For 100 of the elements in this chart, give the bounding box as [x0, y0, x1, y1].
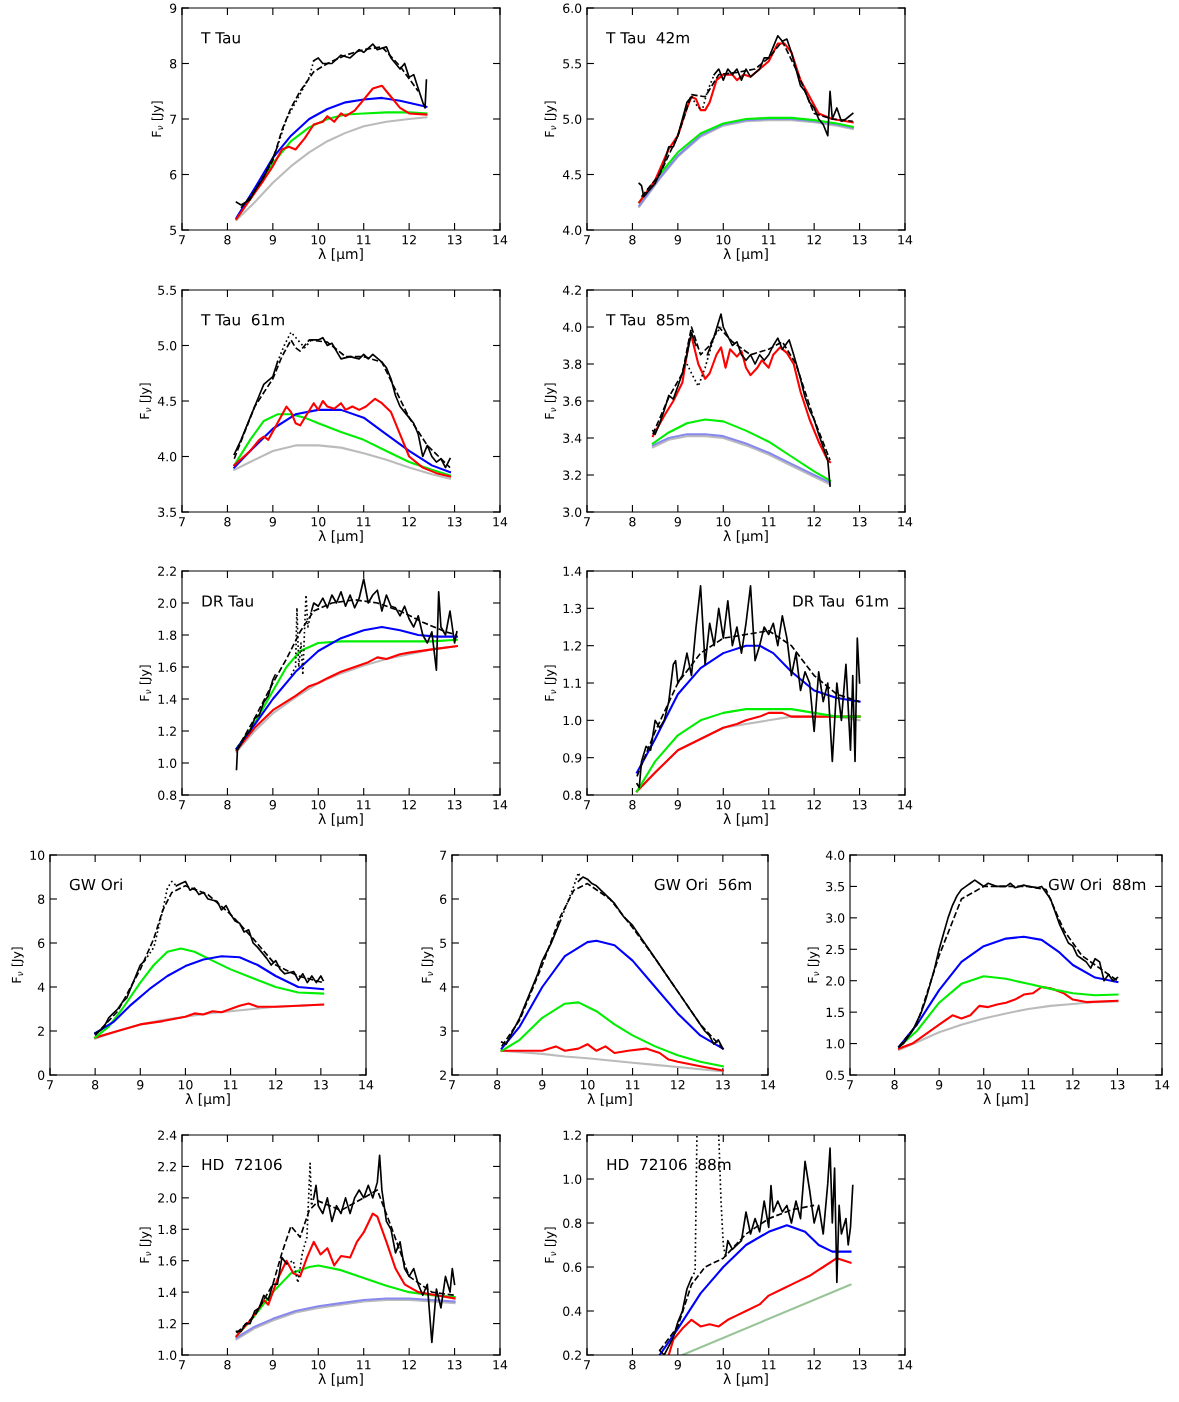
y-tick-label: 5: [440, 938, 447, 948]
x-tick-label: 10: [977, 1080, 991, 1090]
x-tick-label: 7: [179, 235, 185, 245]
y-tick-label: 6: [170, 169, 177, 180]
y-tick-label: 2.4: [158, 1130, 177, 1140]
y-tick-label: 5.0: [158, 340, 177, 351]
x-tick-label: 10: [580, 1080, 595, 1090]
text: DR Tau: [202, 595, 253, 607]
x-axis-title: λ [μm]: [983, 1093, 1028, 1107]
y-axis-title: F$_{ν}$ [Jy]: [11, 947, 24, 983]
x-tick-label: 7: [179, 1360, 185, 1370]
x-tick-label: 14: [493, 1360, 508, 1370]
text: T Tau 61m: [201, 313, 284, 326]
y-axis-title: F$_{ν}$ [Jy]: [421, 947, 434, 983]
y-tick-label: 6.0: [563, 3, 582, 13]
x-axis-title: λ [μm]: [318, 530, 363, 544]
text: HD 72106 88m: [607, 1158, 731, 1171]
x-axis-title: λ [μm]: [185, 1093, 230, 1107]
y-tick-label: 4: [439, 982, 447, 992]
y-tick-label: 1.8: [158, 630, 177, 640]
x-tick-label: 7: [584, 235, 590, 245]
x-tick-label: 12: [1066, 1080, 1080, 1090]
x-tick-label: 10: [311, 1360, 326, 1370]
x-axis-title: λ [μm]: [318, 248, 363, 262]
x-tick-label: 14: [1155, 1080, 1170, 1090]
y-tick-label: 2.2: [158, 566, 176, 576]
x-tick-label: 9: [269, 517, 276, 527]
y-tick-label: 5.5: [158, 285, 177, 295]
y-tick-label: 1.2: [158, 1319, 176, 1329]
x-tick-label: 13: [852, 800, 867, 810]
text: T Tau 85m: [606, 313, 689, 326]
y-tick-label: 1.4: [563, 566, 582, 576]
y-tick-label: 2.2: [158, 1161, 176, 1172]
y-tick-label: 2.0: [158, 1193, 177, 1203]
x-tick-label: 7: [179, 517, 185, 527]
x-tick-label: 14: [493, 517, 508, 527]
y-tick-label: 2: [38, 1026, 44, 1036]
x-tick-label: 10: [716, 235, 731, 245]
x-tick-label: 7: [584, 1360, 590, 1370]
x-tick-label: 7: [584, 517, 590, 527]
x-tick-label: 8: [224, 1360, 231, 1370]
y-tick-label: 4.0: [562, 225, 582, 235]
x-tick-label: 13: [447, 235, 462, 245]
x-tick-label: 12: [402, 800, 416, 810]
x-tick-label: 11: [357, 517, 371, 527]
y-tick-label: 4.0: [825, 850, 845, 860]
x-axis-title: λ [μm]: [723, 530, 768, 544]
x-tick-label: 8: [629, 517, 636, 527]
x-tick-label: 9: [674, 235, 681, 245]
x-tick-label: 11: [1021, 1080, 1036, 1090]
y-tick-label: 1.8: [158, 1224, 177, 1235]
y-tick-label: 0.9: [563, 753, 582, 763]
x-tick-label: 12: [807, 800, 821, 810]
y-tick-label: 0.2: [563, 1350, 581, 1360]
x-tick-label: 10: [716, 800, 731, 810]
y-tick-label: 6: [38, 938, 45, 948]
x-tick-label: 7: [47, 1080, 53, 1090]
x-tick-label: 10: [311, 235, 326, 245]
x-tick-label: 8: [224, 517, 231, 527]
y-tick-label: 1.6: [158, 1256, 177, 1266]
x-tick-label: 9: [137, 1080, 144, 1090]
x-tick-label: 13: [852, 1360, 867, 1370]
x-tick-label: 9: [674, 517, 681, 527]
y-tick-label: 7: [440, 850, 447, 860]
x-tick-label: 11: [762, 517, 776, 527]
x-axis-title: λ [μm]: [318, 1373, 363, 1387]
y-tick-label: 1.2: [158, 726, 176, 736]
y-tick-label: 0.5: [826, 1070, 845, 1080]
x-tick-label: 13: [447, 1360, 462, 1370]
x-tick-label: 10: [178, 1080, 193, 1090]
y-axis-title: F$_{ν}$ [Jy]: [544, 665, 557, 701]
x-tick-label: 9: [935, 1080, 943, 1090]
y-tick-label: 3.5: [826, 881, 845, 892]
x-tick-label: 12: [671, 1080, 685, 1090]
y-axis-title: F$_{ν}$ [Jy]: [139, 1227, 152, 1263]
x-axis-title: λ [μm]: [587, 1093, 632, 1107]
x-tick-label: 13: [852, 235, 867, 245]
text: HD 72106: [202, 1158, 282, 1171]
y-tick-label: 2.0: [158, 598, 177, 608]
x-tick-label: 13: [314, 1080, 328, 1090]
y-tick-label: 3.0: [826, 913, 845, 923]
y-tick-label: 4.5: [157, 396, 177, 406]
x-tick-label: 8: [494, 1080, 501, 1090]
x-tick-label: 11: [762, 800, 776, 810]
x-tick-label: 8: [92, 1080, 99, 1090]
x-tick-label: 13: [716, 1080, 730, 1090]
x-tick-label: 10: [311, 517, 326, 527]
y-tick-label: 1.0: [158, 1350, 177, 1360]
y-tick-label: 1.0: [158, 758, 177, 768]
y-tick-label: 1.6: [158, 662, 177, 672]
text: GW Ori 56m: [654, 878, 751, 891]
x-tick-label: 9: [674, 1360, 681, 1370]
x-tick-label: 14: [761, 1080, 776, 1090]
x-tick-label: 8: [629, 235, 636, 245]
y-tick-label: 2.5: [826, 944, 845, 955]
y-tick-label: 10: [30, 850, 45, 860]
y-tick-label: 2.0: [826, 976, 845, 986]
text: T Tau 42m: [606, 31, 689, 44]
y-tick-label: 1.0: [563, 715, 582, 726]
y-tick-label: 1.0: [563, 1174, 582, 1184]
